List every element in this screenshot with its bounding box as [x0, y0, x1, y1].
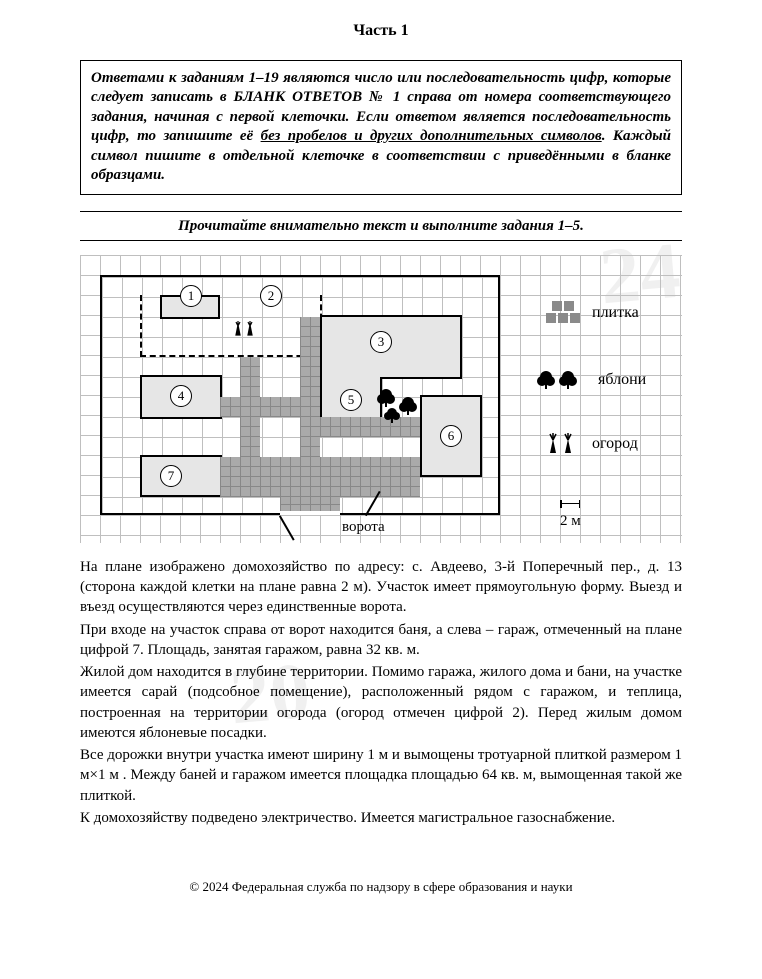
paragraph-5: К домохозяйству подведено электричество.…: [80, 808, 682, 828]
gate-label: ворота: [342, 517, 385, 537]
apple-trees: [376, 381, 436, 427]
legend-carrot-icon: [546, 431, 580, 457]
paragraph-4: Все дорожки внутри участка имеют ширину …: [80, 745, 682, 806]
legend-tile-row: плитка: [546, 301, 639, 325]
legend-apple-icon: [536, 365, 586, 395]
gate-opening: [280, 511, 340, 515]
marker-6: 6: [440, 425, 462, 447]
carrot-icon: [232, 321, 260, 349]
marker-3-label: 3: [378, 333, 385, 351]
marker-1-label: 1: [188, 287, 195, 305]
tile-path-horiz: [220, 397, 300, 417]
legend-garden-label: огород: [592, 433, 638, 455]
legend-tile-label: плитка: [592, 302, 639, 324]
marker-5: 5: [340, 389, 362, 411]
tile-main-yard: [220, 457, 420, 497]
legend-apple-row: яблони: [536, 365, 646, 395]
marker-2-label: 2: [268, 287, 275, 305]
marker-5-label: 5: [348, 391, 355, 409]
subtitle-box: Прочитайте внимательно текст и выполните…: [80, 211, 682, 241]
tile-path-vert2: [300, 317, 320, 457]
instruction-box: Ответами к заданиям 1–19 являются число …: [80, 60, 682, 195]
subtitle: Прочитайте внимательно текст и выполните…: [178, 218, 584, 234]
plot-diagram: 1 2 3 5 4 6 7: [80, 255, 682, 543]
body-text: На плане изображено домохозяйство по адр…: [80, 557, 682, 828]
marker-4-label: 4: [178, 387, 185, 405]
marker-7: 7: [160, 465, 182, 487]
paragraph-1: На плане изображено домохозяйство по адр…: [80, 557, 682, 618]
legend-garden-row: огород: [546, 431, 638, 457]
marker-1: 1: [180, 285, 202, 307]
scale-label: 2 м: [560, 511, 581, 531]
page: 24 20 Часть 1 Ответами к заданиям 1–19 я…: [80, 20, 682, 896]
plot-border: 1 2 3 5 4 6 7: [100, 275, 500, 515]
marker-3: 3: [370, 331, 392, 353]
marker-4: 4: [170, 385, 192, 407]
part-title: Часть 1: [80, 20, 682, 42]
paragraph-3: Жилой дом находится в глубине территории…: [80, 662, 682, 743]
footer: © 2024 Федеральная служба по надзору в с…: [80, 878, 682, 896]
scale-bracket: [560, 503, 580, 511]
marker-7-label: 7: [168, 467, 175, 485]
marker-6-label: 6: [448, 427, 455, 445]
building-house-top: [320, 315, 462, 379]
marker-2: 2: [260, 285, 282, 307]
instruction-underline: без пробелов и других дополнительных сим…: [261, 128, 602, 144]
paragraph-2: При входе на участок справа от ворот нах…: [80, 620, 682, 661]
legend-tile-icon: [546, 301, 580, 325]
legend-apple-label: яблони: [598, 369, 646, 391]
